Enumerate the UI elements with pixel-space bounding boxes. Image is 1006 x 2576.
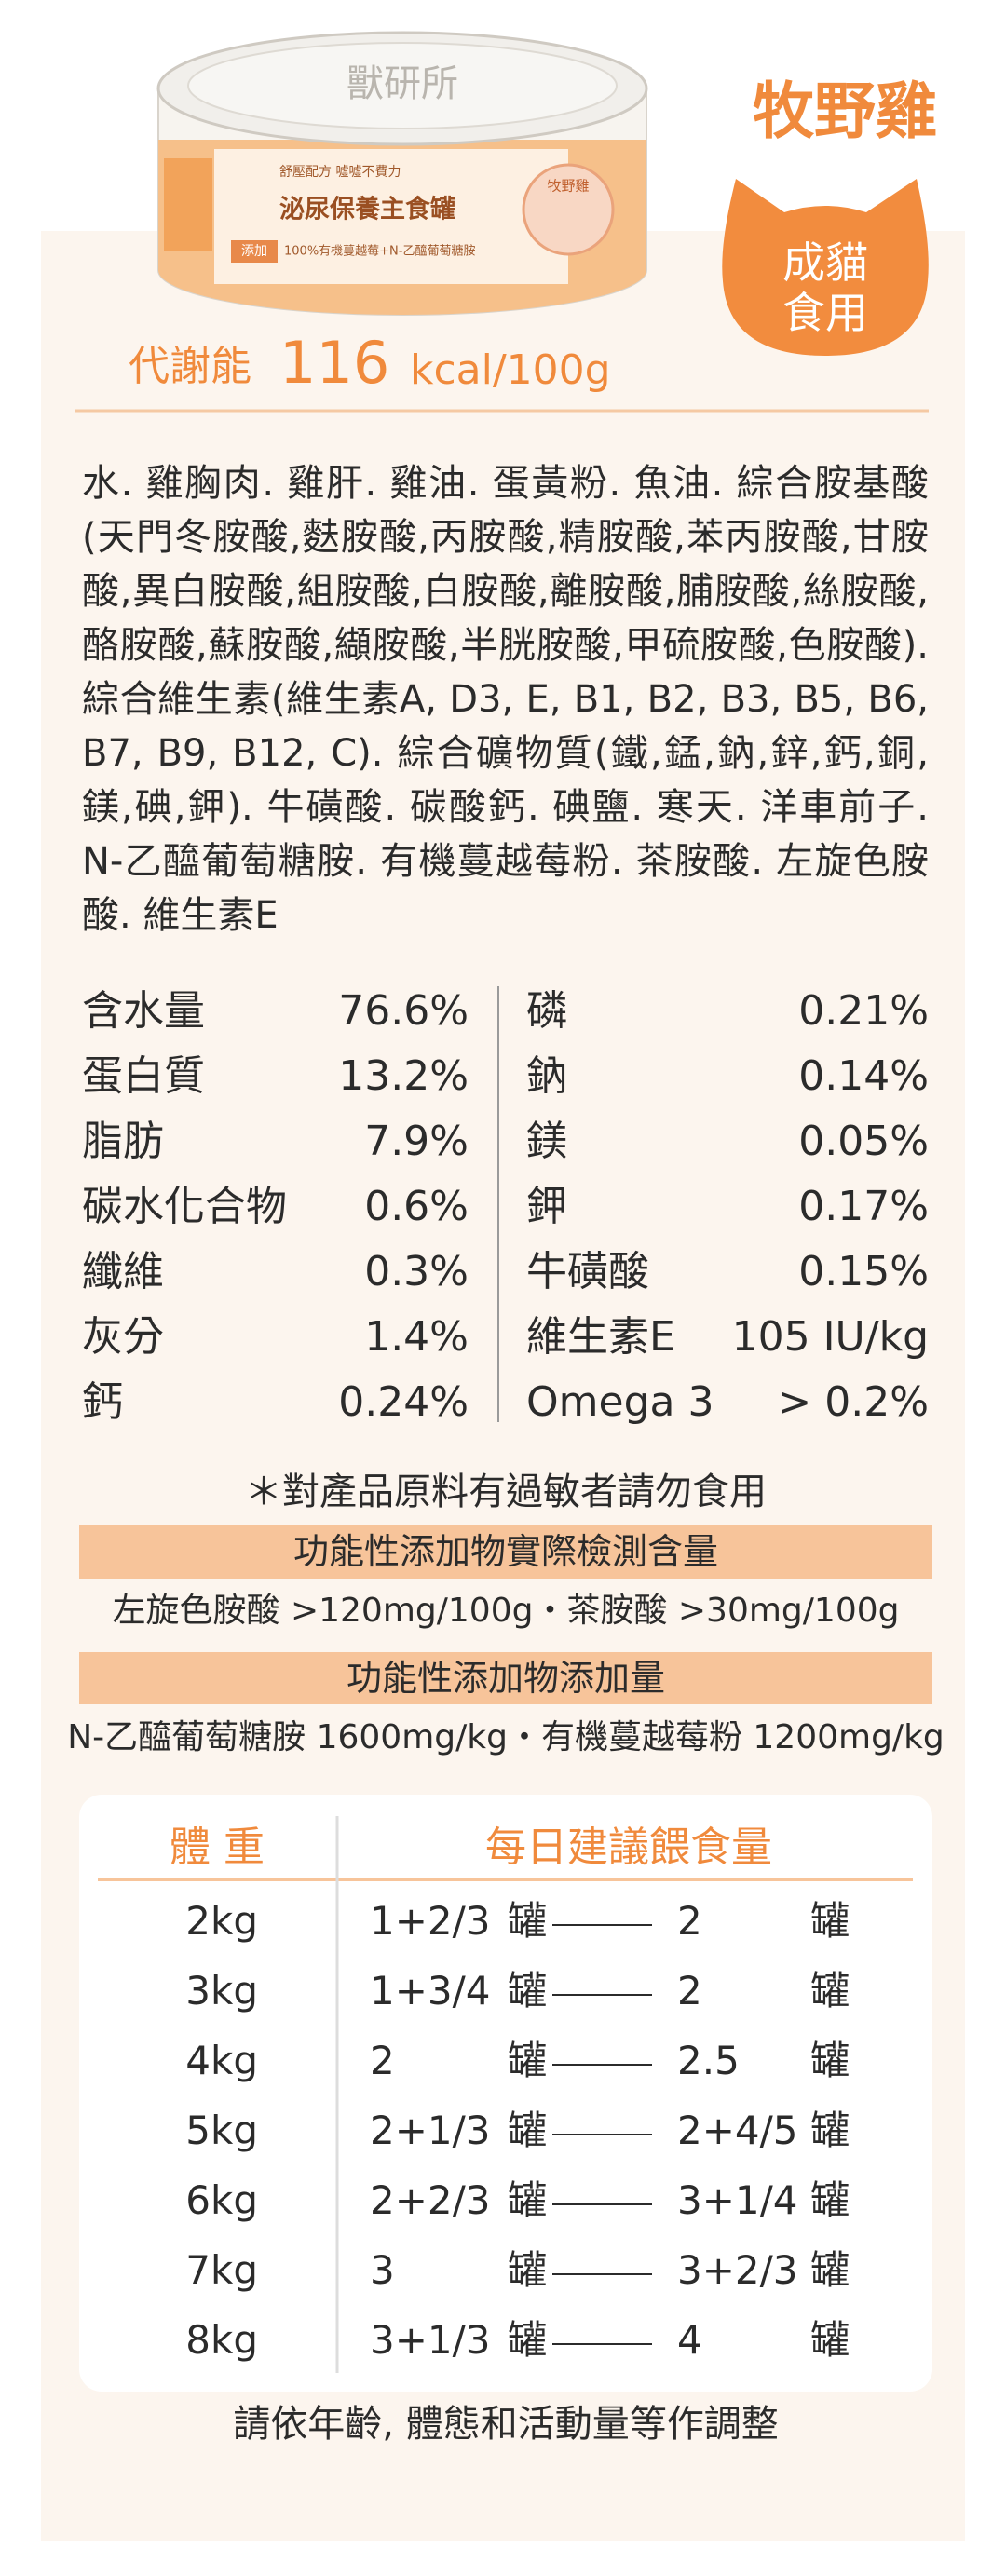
can-lid-inner <box>187 42 618 129</box>
nutrient-value: 0.05% <box>798 1118 929 1165</box>
unit: 罐 <box>810 1898 850 1944</box>
nutrient-name: 含水量 <box>82 987 205 1035</box>
unit: 罐 <box>508 2247 548 2293</box>
nutrient-name: 鎂 <box>526 1118 567 1165</box>
can-lid-text: 獸研所 <box>347 62 458 105</box>
unit: 罐 <box>810 2038 850 2083</box>
unit: 罐 <box>810 2108 850 2153</box>
amount-min: 2+2/3 <box>370 2177 491 2223</box>
energy-value: 116 <box>279 329 390 397</box>
nutrient-name: 磷 <box>526 987 567 1035</box>
unit: 罐 <box>508 1968 548 2013</box>
unit: 罐 <box>508 2108 548 2153</box>
amount-min: 3+1/3 <box>370 2317 491 2363</box>
nutrient-name: 牛磺酸 <box>526 1248 649 1295</box>
can-add-text: 100%有機蔓越莓+N-乙醯葡萄糖胺 <box>284 244 476 259</box>
amount-max: 2 <box>677 1898 702 1944</box>
band-heading: 功能性添加物添加量 <box>346 1658 666 1699</box>
nutrient-value: 0.17% <box>798 1183 929 1230</box>
amount-max: 4 <box>677 2317 702 2363</box>
amount-min: 2+1/3 <box>370 2108 491 2153</box>
nutrient-value: 13.2% <box>338 1052 469 1100</box>
nutrient-value: 0.24% <box>338 1378 469 1426</box>
title: 牧野雞 <box>753 75 937 147</box>
nutrient-name: Omega 3 <box>526 1378 714 1426</box>
energy-unit: kcal/100g <box>410 346 611 394</box>
nutrient-value: 0.21% <box>798 987 929 1035</box>
energy-label: 代謝能 <box>129 343 252 390</box>
feeding-card <box>79 1795 932 2392</box>
unit: 罐 <box>508 2317 548 2363</box>
feeding-header: 每日建議餵食量 <box>485 1824 772 1871</box>
nutrient-name: 蛋白質 <box>82 1052 205 1100</box>
nutrient-value: 1.4% <box>364 1313 469 1361</box>
band <box>79 1525 932 1579</box>
nutrient-name: 鈉 <box>526 1052 567 1100</box>
can-add-tag <box>231 240 278 263</box>
cat-badge <box>722 179 929 356</box>
amount-max: 3+2/3 <box>677 2247 798 2293</box>
nutrient-value: 105 IU/kg <box>731 1313 929 1361</box>
unit: 罐 <box>810 2317 850 2363</box>
amount-max: 2.5 <box>677 2038 740 2083</box>
badge-line: 食用 <box>782 288 868 338</box>
allergy-note: ＊對產品原料有過敏者請勿食用 <box>245 1471 767 1513</box>
can <box>156 31 648 316</box>
can-add-tag: 添加 <box>241 244 267 259</box>
band <box>79 1652 932 1704</box>
amount-min: 1+3/4 <box>370 1968 491 2013</box>
nutrient-value: 0.6% <box>364 1183 469 1230</box>
unit: 罐 <box>508 1898 548 1944</box>
amount-max: 2+4/5 <box>677 2108 798 2153</box>
nutrient-name: 鈣 <box>82 1378 123 1426</box>
nutrient-name: 碳水化合物 <box>82 1183 287 1230</box>
can-product: 泌尿保養主食罐 <box>279 195 455 224</box>
band-heading: 功能性添加物實際檢測含量 <box>292 1531 719 1572</box>
unit: 罐 <box>508 2177 548 2223</box>
nutrient-name: 鉀 <box>526 1183 567 1230</box>
amount-max: 2 <box>677 1968 702 2013</box>
unit: 罐 <box>810 1968 850 2013</box>
feeding-header: 體 重 <box>170 1824 265 1871</box>
additive-text: 左旋色胺酸 >120mg/100g・茶胺酸 >30mg/100g <box>112 1592 900 1630</box>
can-sticker <box>522 163 615 256</box>
footer: 請依年齡, 體態和活動量等作調整 <box>233 2403 779 2446</box>
weight: 2kg <box>185 1898 258 1944</box>
can-logo-strip <box>164 158 212 251</box>
amount-min: 1+2/3 <box>370 1898 491 1944</box>
weight: 4kg <box>185 2038 258 2083</box>
unit: 罐 <box>810 2247 850 2293</box>
nutrient-value: 76.6% <box>338 987 469 1035</box>
nutrient-value: > 0.2% <box>777 1378 929 1426</box>
badge-line: 成貓 <box>782 237 868 288</box>
weight: 7kg <box>185 2247 258 2293</box>
nutrient-value: 0.14% <box>798 1052 929 1100</box>
weight: 3kg <box>185 1968 258 2013</box>
can-label-panel <box>214 149 568 284</box>
weight: 8kg <box>185 2317 258 2363</box>
weight: 6kg <box>185 2177 258 2223</box>
unit: 罐 <box>508 2038 548 2083</box>
nutrient-name: 灰分 <box>82 1313 164 1361</box>
unit: 罐 <box>810 2177 850 2223</box>
nutrient-name: 脂肪 <box>82 1118 164 1165</box>
amount-max: 3+1/4 <box>677 2177 798 2223</box>
can-tagline: 舒壓配方 噓噓不費力 <box>279 165 401 180</box>
ingredients: 水. 雞胸肉. 雞肝. 雞油. 蛋黃粉. 魚油. 綜合胺基酸(天門冬胺酸,麩胺酸… <box>82 462 929 937</box>
nutrient-value: 0.3% <box>364 1248 469 1295</box>
nutrient-name: 維生素E <box>526 1313 675 1361</box>
amount-min: 3 <box>370 2247 395 2293</box>
nutrient-name: 纖維 <box>82 1248 164 1295</box>
weight: 5kg <box>185 2108 258 2153</box>
amount-min: 2 <box>370 2038 395 2083</box>
nutrient-value: 0.15% <box>798 1248 929 1295</box>
can-sticker-text: 牧野雞 <box>547 177 590 195</box>
additive-text: N-乙醯葡萄糖胺 1600mg/kg・有機蔓越莓粉 1200mg/kg <box>67 1718 945 1756</box>
nutrient-value: 7.9% <box>364 1118 469 1165</box>
